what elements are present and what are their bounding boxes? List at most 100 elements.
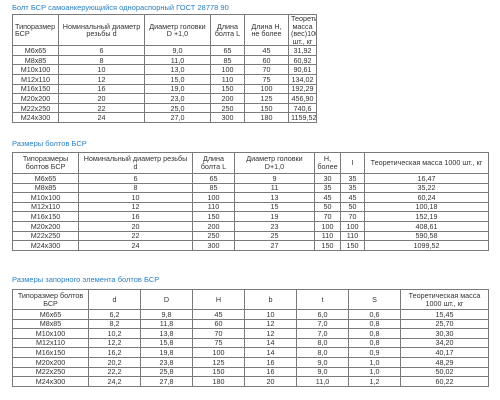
table-cell: 0,6 bbox=[348, 309, 401, 320]
table2-header-size: Типоразмеры болтов БСР bbox=[12, 152, 79, 174]
table3-header-mass: Теоретическая масса 1000 шт., кг bbox=[400, 289, 489, 310]
table-cell: 20,2 bbox=[88, 356, 141, 368]
table-cell: 70 bbox=[340, 211, 365, 222]
table-cell: 300 bbox=[210, 112, 245, 123]
table-cell: 7,0 bbox=[296, 318, 349, 330]
table-cell: 16 bbox=[58, 83, 145, 95]
table-cell: М10х100 bbox=[12, 328, 89, 339]
table-cell: 100 bbox=[314, 220, 341, 232]
table-cell: 134,02 bbox=[288, 74, 317, 85]
table-cell: 10 bbox=[244, 309, 297, 320]
table-cell: М6х65 bbox=[12, 309, 89, 320]
table-cell: 9,0 bbox=[296, 356, 349, 368]
table-cell: 14 bbox=[244, 337, 297, 349]
table-row: М8х85 8 11,0 85 60 60,92 bbox=[12, 54, 317, 66]
table-cell: 192,29 bbox=[288, 83, 317, 95]
table-cell: 150 bbox=[192, 366, 245, 378]
table-cell: 50,02 bbox=[400, 366, 489, 378]
table-cell: 40,17 bbox=[400, 347, 489, 358]
table-cell: 110 bbox=[210, 74, 245, 85]
table-cell: 0,8 bbox=[348, 328, 401, 339]
table3-header-s: S bbox=[348, 289, 401, 310]
table-cell: 250 bbox=[192, 230, 235, 242]
table-cell: 45 bbox=[192, 309, 245, 320]
table-cell: 150 bbox=[340, 240, 365, 251]
table1-body: М6х65 6 9,0 65 45 31,92 М8х85 8 11,0 85 60 60,92 М10… bbox=[12, 45, 317, 123]
table-cell: 60,22 bbox=[400, 376, 489, 387]
table-cell: М10х100 bbox=[12, 192, 79, 203]
table2-header-i: I bbox=[340, 152, 365, 174]
table-cell: 0,8 bbox=[348, 337, 401, 349]
table3-header-size: Типоразмер болтов БСР bbox=[12, 289, 89, 310]
table-cell: 24 bbox=[58, 112, 145, 123]
table-cell: 8,0 bbox=[296, 347, 349, 358]
table-row: М12х110 12 110 15 50 50 100,18 bbox=[12, 201, 489, 213]
table-cell: 16,47 bbox=[364, 173, 489, 184]
table-cell: 23,8 bbox=[140, 356, 193, 368]
table-cell: 100 bbox=[192, 192, 235, 203]
table-cell: 23 bbox=[234, 220, 315, 232]
table-cell: 35,22 bbox=[364, 182, 489, 194]
table-cell: 110 bbox=[340, 230, 365, 242]
table3-header-t: t bbox=[296, 289, 349, 310]
table2-body: М6х65 6 65 9 30 35 16,47 М8х85 8 85 11 35 35 35,22 М10… bbox=[12, 173, 489, 251]
table-cell: 100 bbox=[192, 347, 245, 358]
table-cell: 12,2 bbox=[88, 337, 141, 349]
table-cell: 15,8 bbox=[140, 337, 193, 349]
table-cell: 22,2 bbox=[88, 366, 141, 378]
table1: Типоразмер БСР Номинальный диаметр резьб… bbox=[12, 13, 317, 123]
table3-title: Размеры запорного элемента болтов БСР bbox=[12, 275, 160, 284]
table-cell: 6,0 bbox=[296, 309, 349, 320]
table-row: М16х150 16,2 19,8 100 14 8,0 0,9 40,17 bbox=[12, 347, 489, 358]
table1-header-diameter: Номинальный диаметр резьбы d bbox=[58, 13, 145, 47]
table-cell: 13 bbox=[234, 192, 315, 203]
table-cell: 100,18 bbox=[364, 201, 489, 213]
table3-body: М6х65 6,2 9,8 45 10 6,0 0,6 15,45 М8х85 8,2 11,8 60… bbox=[12, 309, 489, 387]
table-cell: 12 bbox=[58, 74, 145, 85]
table1-header-height: Длина H, не более bbox=[244, 13, 289, 47]
table-row: М6х65 6 9,0 65 45 31,92 bbox=[12, 45, 317, 56]
table-cell: 25,8 bbox=[140, 366, 193, 378]
table-cell: 16 bbox=[78, 211, 193, 222]
table-row: М20х200 20,2 23,8 125 16 9,0 1,0 48,29 bbox=[12, 356, 489, 368]
table-row: М24х300 24 300 27 150 150 1099,52 bbox=[12, 240, 489, 251]
table-cell: 27,0 bbox=[144, 112, 211, 123]
table3-header-d: d bbox=[88, 289, 141, 310]
table-cell: 75 bbox=[244, 74, 289, 85]
table-cell: 150 bbox=[244, 102, 289, 114]
table-cell: 11,8 bbox=[140, 318, 193, 330]
table-cell: М22х250 bbox=[12, 366, 89, 378]
table-row: М6х65 6 65 9 30 35 16,47 bbox=[12, 173, 489, 184]
table-cell: 25,70 bbox=[400, 318, 489, 330]
table-cell: 6 bbox=[78, 173, 193, 184]
table-cell: 0,9 bbox=[348, 347, 401, 358]
table-row: М8х85 8 85 11 35 35 35,22 bbox=[12, 182, 489, 194]
table2-header-mass: Теоретическая масса 1000 шт., кг bbox=[364, 152, 489, 174]
table-cell: 456,90 bbox=[288, 93, 317, 104]
table-cell: 45 bbox=[244, 45, 289, 56]
table-cell: 8 bbox=[58, 54, 145, 66]
table-row: М22х250 22 25,0 250 150 740,6 bbox=[12, 102, 317, 114]
table-cell: М20х200 bbox=[12, 220, 79, 232]
table-cell: 12 bbox=[78, 201, 193, 213]
table-cell: М10х100 bbox=[12, 64, 59, 76]
table-cell: 12 bbox=[244, 328, 297, 339]
table-row: М12х110 12,2 15,8 75 14 8,0 0,8 34,20 bbox=[12, 337, 489, 349]
table2-header-height: H, более bbox=[314, 152, 341, 174]
table-cell: М12х110 bbox=[12, 201, 79, 213]
table-cell: 20 bbox=[78, 220, 193, 232]
table2-header-length: Длина болта L bbox=[192, 152, 235, 174]
table-cell: 1,2 bbox=[348, 376, 401, 387]
table-cell: М16х150 bbox=[12, 347, 89, 358]
table-cell: 150 bbox=[314, 240, 341, 251]
table-cell: 200 bbox=[192, 220, 235, 232]
table2-header-head-diameter: Диаметр головки D+1,0 bbox=[234, 152, 315, 174]
table-cell: 8 bbox=[78, 182, 193, 194]
table-cell: 7,0 bbox=[296, 328, 349, 339]
table-cell: 70 bbox=[314, 211, 341, 222]
table-row: М22х250 22,2 25,8 150 16 9,0 1,0 50,02 bbox=[12, 366, 489, 378]
table-cell: 100 bbox=[340, 220, 365, 232]
table-row: М16х150 16 19,0 150 100 192,29 bbox=[12, 83, 317, 95]
table-cell: 9,0 bbox=[144, 45, 211, 56]
table-cell: 11,0 bbox=[296, 376, 349, 387]
